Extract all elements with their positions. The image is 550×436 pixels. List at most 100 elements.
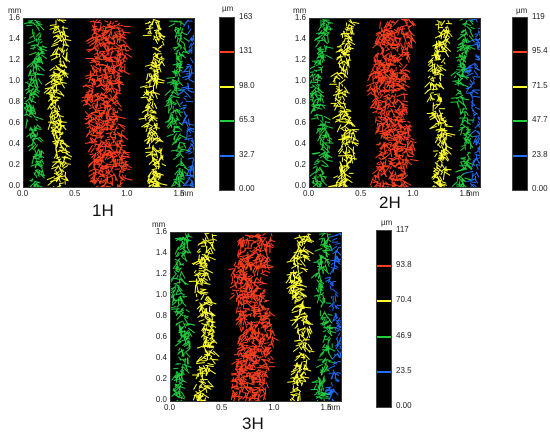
- contour-speck: [340, 57, 344, 65]
- contour-speck: [476, 164, 480, 166]
- contour-speck: [378, 141, 381, 146]
- contour-speck: [102, 30, 106, 38]
- contour-speck: [373, 63, 381, 66]
- contour-speck: [246, 345, 248, 349]
- contour-speck: [32, 69, 35, 75]
- contour-speck: [466, 162, 473, 170]
- contour-speck: [31, 146, 34, 150]
- contour-speck: [51, 130, 54, 135]
- contour-speck: [436, 96, 440, 102]
- contour-speck: [180, 310, 184, 314]
- contour-speck: [174, 72, 178, 75]
- contour-speck: [372, 110, 377, 114]
- contour-speck: [207, 256, 210, 260]
- contour-speck: [144, 113, 152, 118]
- contour-speck: [379, 21, 381, 29]
- contour-speck: [241, 326, 245, 331]
- contour-speck: [207, 341, 213, 348]
- contour-speck: [36, 124, 42, 129]
- contour-speck: [155, 172, 159, 175]
- contour-speck: [169, 81, 175, 83]
- height-map-image: [24, 19, 194, 187]
- contour-speck: [248, 300, 257, 304]
- contour-speck: [392, 59, 395, 63]
- contour-speck: [444, 125, 453, 128]
- contour-speck: [166, 133, 174, 137]
- contour-speck: [311, 103, 318, 107]
- contour-speck: [147, 30, 151, 33]
- contour-speck: [253, 241, 257, 244]
- contour-speck: [460, 29, 465, 34]
- contour-speck: [438, 109, 443, 118]
- contour-speck: [344, 111, 350, 119]
- contour-speck: [246, 321, 253, 327]
- contour-speck: [470, 181, 477, 184]
- contour-speck: [445, 145, 453, 150]
- contour-speck: [184, 113, 187, 117]
- contour-speck: [256, 380, 266, 385]
- contour-speck: [393, 33, 397, 42]
- contour-speck: [55, 161, 62, 163]
- contour-speck: [344, 35, 349, 38]
- contour-speck: [341, 141, 345, 147]
- contour-speck: [374, 70, 383, 74]
- contour-speck: [383, 106, 387, 115]
- contour-speck: [92, 117, 98, 124]
- contour-speck: [29, 79, 36, 87]
- contour-speck: [437, 178, 442, 186]
- contour-speck: [24, 96, 26, 99]
- contour-speck: [310, 66, 314, 70]
- contour-speck: [240, 262, 245, 268]
- contour-speck: [35, 80, 38, 85]
- contour-speck: [450, 71, 457, 77]
- contour-speck: [375, 152, 383, 159]
- contour-speck: [170, 116, 174, 125]
- contour-speck: [396, 85, 405, 89]
- contour-speck: [31, 94, 35, 99]
- contour-speck: [56, 142, 59, 148]
- contour-speck: [64, 57, 71, 63]
- contour-speck: [270, 233, 273, 237]
- contour-speck: [457, 89, 460, 92]
- contour-speck: [30, 47, 36, 49]
- contour-speck: [382, 89, 386, 94]
- contour-speck: [185, 309, 190, 313]
- contour-speck: [469, 35, 475, 43]
- contour-speck: [152, 52, 156, 56]
- contour-speck: [257, 369, 261, 378]
- contour-speck: [179, 272, 182, 278]
- contour-speck: [151, 104, 154, 109]
- contour-speck: [207, 239, 213, 241]
- contour-speck: [391, 129, 395, 137]
- contour-speck: [38, 35, 40, 40]
- contour-speck: [340, 174, 346, 180]
- contour-speck: [403, 184, 406, 187]
- contour-speck: [89, 72, 93, 77]
- contour-speck: [198, 380, 204, 384]
- colorbar-unit: µm: [516, 6, 528, 15]
- contour-speck: [399, 73, 408, 75]
- contour-speck: [192, 34, 194, 39]
- contour-speck: [195, 261, 202, 266]
- contour-speck: [187, 28, 192, 35]
- contour-speck: [50, 81, 59, 85]
- colorbar-label: 71.5: [532, 80, 548, 90]
- contour-speck: [175, 238, 181, 241]
- contour-speck: [237, 374, 239, 380]
- contour-speck: [181, 250, 187, 257]
- contour-speck: [204, 317, 208, 320]
- contour-speck: [391, 68, 395, 73]
- contour-speck: [171, 308, 180, 310]
- contour-speck: [162, 41, 165, 46]
- contour-speck: [342, 101, 347, 109]
- contour-speck: [440, 20, 446, 27]
- contour-speck: [198, 381, 205, 387]
- height-map-image: [171, 233, 341, 401]
- contour-speck: [207, 380, 213, 387]
- contour-speck: [393, 80, 400, 82]
- contour-speck: [59, 115, 64, 118]
- contour-speck: [82, 84, 88, 88]
- contour-speck: [204, 397, 206, 401]
- contour-speck: [407, 44, 411, 49]
- contour-speck: [325, 46, 334, 49]
